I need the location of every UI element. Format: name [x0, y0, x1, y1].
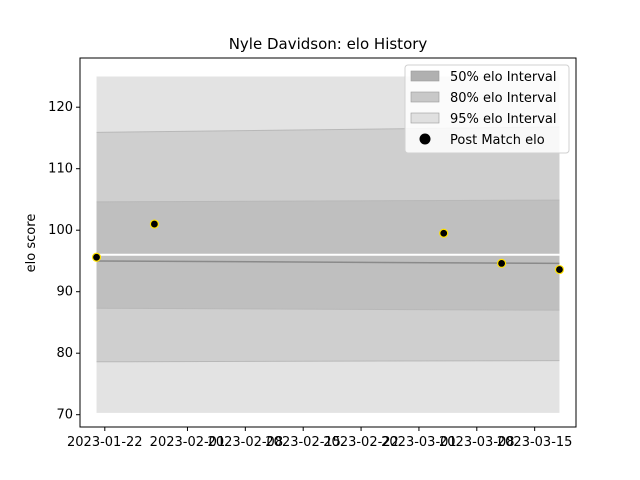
- legend-label: 80% elo Interval: [450, 91, 557, 106]
- axes-frame: [79, 57, 577, 428]
- median-line: [96, 260, 560, 265]
- y-tick-label: 120: [48, 100, 73, 115]
- x-tick-label: 2023-03-01: [381, 435, 457, 450]
- legend-label: Post Match elo: [450, 133, 545, 148]
- y-tick-label: 80: [56, 346, 73, 361]
- legend-swatch: [410, 91, 440, 103]
- legend-swatch: [410, 112, 440, 124]
- legend-marker: [419, 133, 431, 145]
- y-axis-label: elo score: [24, 214, 39, 273]
- legend-swatch: [410, 70, 440, 82]
- post-match-elo-point: [91, 252, 102, 262]
- chart-title: Nyle Davidson: elo History: [229, 35, 428, 53]
- x-tick-label: 2023-03-15: [497, 435, 573, 450]
- legend: 50% elo Interval 80% elo Interval 95% elo …: [404, 64, 570, 154]
- y-tick-label: 90: [56, 285, 73, 300]
- band-edge-line: [96, 199, 560, 203]
- x-tick-label: 2023-02-22: [323, 435, 399, 450]
- legend-box: [404, 64, 570, 154]
- x-tick-label: 2023-02-01: [150, 435, 226, 450]
- y-tick-label: 110: [48, 162, 73, 177]
- y-tick-label: 70: [56, 408, 73, 423]
- post-match-elo-point: [439, 228, 449, 238]
- y-tick-label: 100: [48, 223, 73, 238]
- post-match-elo-point: [554, 264, 565, 275]
- x-tick-label: 2023-02-08: [208, 435, 284, 450]
- post-match-elo-point: [149, 219, 159, 229]
- band-edge-line: [96, 307, 560, 311]
- legend-label: 95% elo Interval: [450, 112, 557, 127]
- x-tick-label: 2023-01-22: [67, 435, 143, 450]
- x-tick-label: 2023-02-15: [265, 435, 341, 450]
- legend-label: 50% elo Interval: [450, 70, 557, 85]
- x-tick-label: 2023-03-08: [439, 435, 515, 450]
- band-edge-line: [96, 360, 560, 363]
- post-match-elo-point: [497, 258, 507, 269]
